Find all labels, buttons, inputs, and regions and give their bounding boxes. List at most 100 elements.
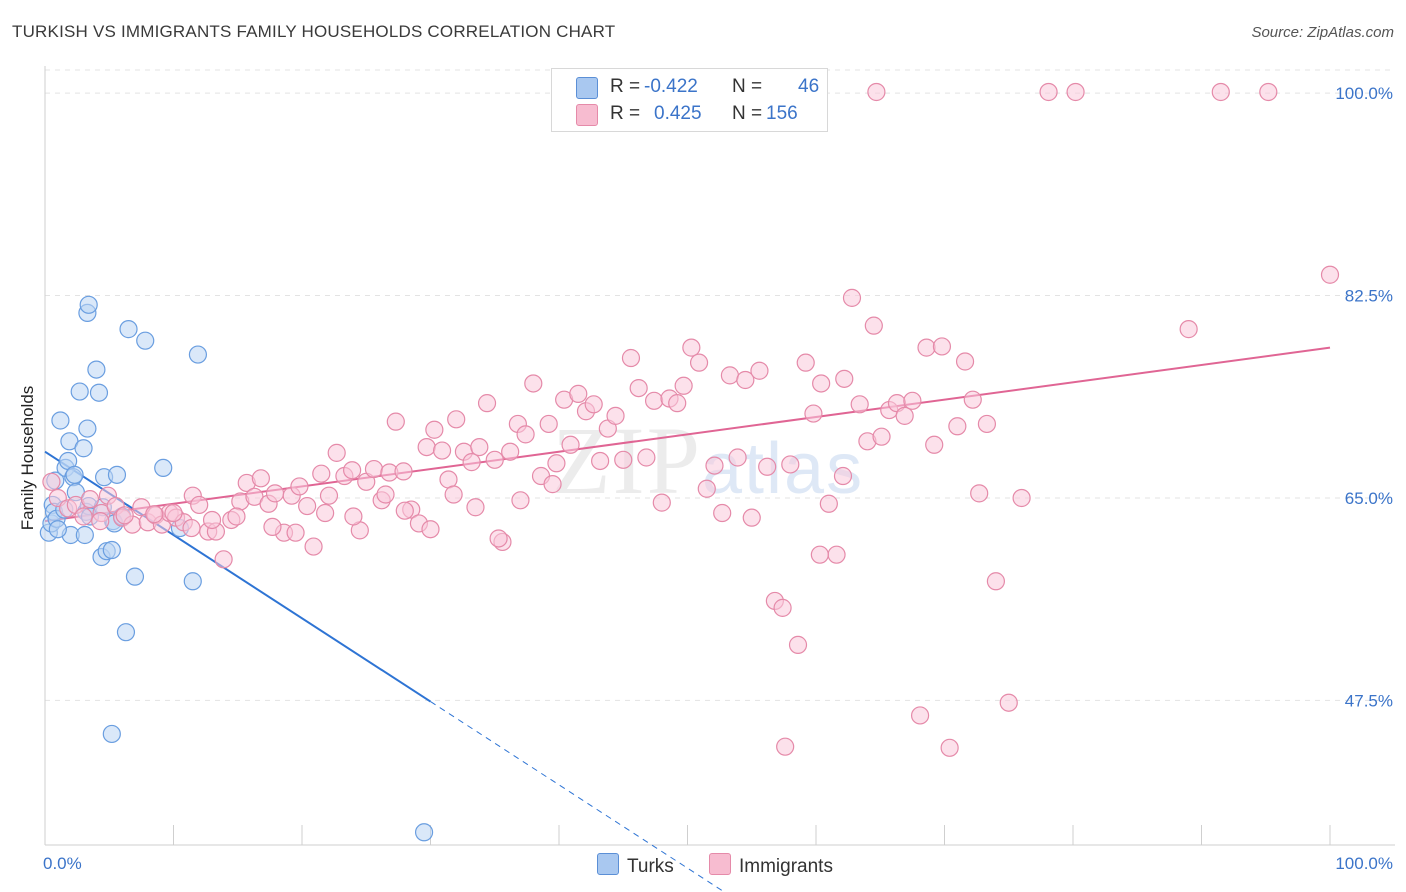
- point-immigrants: [999, 693, 1018, 712]
- point-immigrants: [903, 391, 922, 410]
- point-immigrants: [501, 442, 520, 461]
- point-immigrants: [728, 448, 747, 467]
- point-immigrants: [977, 414, 997, 434]
- point-immigrants: [833, 466, 853, 486]
- point-immigrants: [290, 477, 309, 496]
- point-immigrants: [164, 503, 183, 523]
- point-immigrants: [1320, 265, 1340, 284]
- point-immigrants: [386, 412, 405, 431]
- legend-n-value-turks: 46: [798, 76, 820, 97]
- point-immigrants: [689, 353, 709, 372]
- point-immigrants: [561, 435, 580, 454]
- point-immigrants: [462, 453, 481, 472]
- point-immigrants: [298, 496, 317, 516]
- point-immigrants: [547, 454, 566, 473]
- point-immigrants: [1066, 82, 1085, 102]
- point-immigrants: [214, 550, 233, 569]
- x-tick-label-min: 0.0%: [43, 854, 82, 873]
- point-turks: [79, 295, 98, 314]
- point-turks: [102, 724, 121, 744]
- axes: [44, 66, 1395, 846]
- point-immigrants: [736, 370, 755, 390]
- point-turks: [154, 458, 173, 478]
- point-immigrants: [439, 470, 458, 489]
- bottom-legend-label-turks: Turks: [627, 856, 674, 877]
- point-immigrants: [145, 505, 164, 524]
- point-immigrants: [485, 450, 504, 469]
- legend-n-label: N =: [732, 103, 763, 124]
- bottom-legend-label-immigrants: Immigrants: [739, 856, 833, 877]
- point-immigrants: [682, 338, 701, 357]
- point-immigrants: [810, 545, 829, 564]
- point-immigrants: [42, 472, 61, 491]
- point-immigrants: [940, 738, 959, 757]
- point-immigrants: [466, 498, 485, 517]
- point-immigrants: [539, 414, 558, 434]
- point-immigrants: [804, 404, 823, 423]
- point-immigrants: [444, 485, 463, 504]
- point-turks: [136, 331, 155, 350]
- point-immigrants: [190, 495, 209, 515]
- point-immigrants: [263, 517, 282, 537]
- point-immigrants: [364, 459, 384, 479]
- point-immigrants: [827, 545, 846, 564]
- point-immigrants: [796, 353, 815, 372]
- point-immigrants: [986, 572, 1006, 591]
- legend-r-label: R =: [610, 103, 641, 124]
- point-immigrants: [970, 484, 989, 503]
- point-immigrants: [417, 437, 436, 457]
- point-immigrants: [425, 420, 444, 439]
- point-immigrants: [850, 395, 869, 414]
- point-immigrants: [376, 485, 395, 504]
- y-tick-label: 100.0%: [1335, 84, 1393, 103]
- point-turks: [87, 360, 106, 379]
- point-immigrants: [489, 529, 508, 548]
- point-immigrants: [1259, 82, 1278, 102]
- watermark: ZIPatlas: [552, 405, 864, 516]
- bottom-legend-turks[interactable]: Turks: [597, 853, 674, 878]
- point-immigrants: [569, 384, 588, 403]
- point-turks: [116, 623, 136, 642]
- point-immigrants: [343, 461, 362, 480]
- point-turks: [65, 465, 84, 484]
- data-points: [39, 82, 1340, 842]
- point-immigrants: [543, 475, 562, 494]
- point-immigrants: [835, 369, 854, 388]
- point-turks: [51, 411, 70, 430]
- point-turks: [70, 382, 89, 401]
- chart-source: Source: ZipAtlas.com: [1251, 24, 1394, 41]
- point-immigrants: [115, 506, 134, 525]
- point-immigrants: [80, 490, 100, 509]
- point-immigrants: [776, 737, 795, 756]
- point-immigrants: [227, 507, 246, 526]
- point-turks: [183, 572, 202, 591]
- point-immigrants: [948, 417, 967, 436]
- chart-title: TURKISH VS IMMIGRANTS FAMILY HOUSEHOLDS …: [12, 22, 616, 41]
- point-immigrants: [327, 443, 346, 462]
- point-immigrants: [819, 494, 838, 513]
- point-turks: [89, 383, 109, 402]
- point-turks: [74, 439, 93, 458]
- stats-legend: R = -0.422 N = 46 R = 0.425 N = 156: [551, 68, 828, 132]
- point-immigrants: [286, 523, 305, 542]
- tick-labels: 47.5% 65.0% 82.5% 100.0% 0.0% 100.0%: [43, 84, 1393, 873]
- point-immigrants: [864, 316, 883, 335]
- point-immigrants: [955, 352, 975, 371]
- point-immigrants: [316, 503, 335, 523]
- point-immigrants: [788, 635, 808, 654]
- point-immigrants: [1211, 82, 1230, 102]
- point-immigrants: [705, 456, 724, 475]
- point-turks: [78, 419, 97, 438]
- point-immigrants: [1012, 488, 1031, 508]
- point-turks: [75, 525, 94, 545]
- point-immigrants: [74, 507, 93, 526]
- point-immigrants: [511, 491, 530, 510]
- point-immigrants: [447, 410, 466, 429]
- bottom-legend-swatch-immigrants: [709, 853, 731, 875]
- point-immigrants: [963, 390, 982, 409]
- bottom-legend-immigrants[interactable]: Immigrants: [709, 853, 833, 878]
- point-immigrants: [925, 435, 944, 454]
- point-immigrants: [867, 82, 886, 102]
- point-immigrants: [652, 493, 671, 512]
- legend-r-value-immigrants: 0.425: [654, 103, 702, 124]
